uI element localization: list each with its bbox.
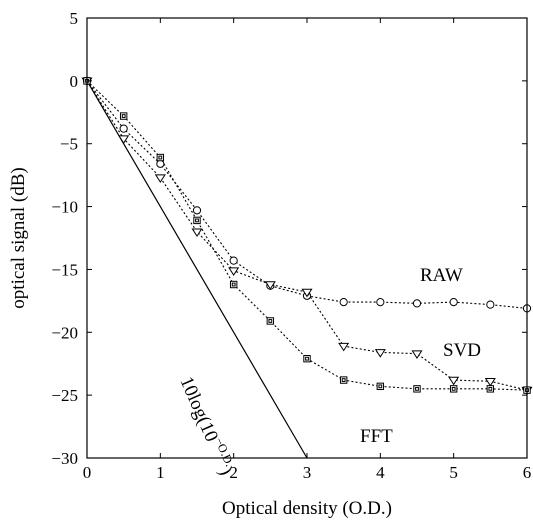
x-tick-label: 1 xyxy=(156,463,165,482)
x-axis-label: Optical density (O.D.) xyxy=(222,498,392,519)
data-point-raw xyxy=(119,124,128,133)
y-tick-label: −10 xyxy=(51,198,78,217)
data-point-raw xyxy=(376,298,385,307)
x-tick-label: 4 xyxy=(376,463,385,482)
data-point-svd xyxy=(411,350,423,359)
data-point-fft-inner xyxy=(378,384,383,389)
data-point-fft-inner xyxy=(158,155,163,160)
series-label-svd: SVD xyxy=(443,340,481,361)
data-point-fft-inner xyxy=(121,114,126,118)
data-point-svd xyxy=(448,376,460,386)
data-point-raw xyxy=(486,300,495,309)
y-tick-label: −15 xyxy=(51,260,78,279)
data-point-fft-inner xyxy=(341,378,346,382)
data-point-fft-inner xyxy=(488,386,493,391)
data-point-svd xyxy=(484,378,496,387)
y-axis-label: optical signal (dB) xyxy=(8,167,29,308)
x-tick-label: 3 xyxy=(303,463,312,482)
data-point-fft-inner xyxy=(305,356,309,361)
reference-label-main: 10log(10 xyxy=(175,374,222,445)
x-tick-label: 0 xyxy=(83,463,92,482)
data-point-svd xyxy=(264,281,276,290)
x-tick-label: 5 xyxy=(449,463,458,482)
data-point-svd xyxy=(118,135,130,144)
y-tick-label: −5 xyxy=(60,135,78,154)
data-point-svd xyxy=(228,267,240,276)
data-point-raw xyxy=(412,299,422,308)
y-tick-label: −25 xyxy=(51,386,78,405)
data-point-fft-inner xyxy=(231,282,236,287)
data-point-fft-inner xyxy=(268,319,273,323)
x-tick-label: 6 xyxy=(523,463,532,482)
data-point-raw xyxy=(339,298,348,307)
series-label-raw: RAW xyxy=(420,265,463,286)
data-point-svd xyxy=(154,174,166,183)
data-point-svd xyxy=(338,342,350,352)
data-point-raw xyxy=(449,298,458,307)
x-tick-label: 2 xyxy=(229,463,238,482)
data-point-fft-inner xyxy=(195,218,199,223)
data-point-fft-inner xyxy=(415,386,419,391)
y-tick-label: 0 xyxy=(70,72,79,91)
data-point-fft-inner xyxy=(451,386,456,391)
data-point-svd xyxy=(191,228,203,238)
y-tick-label: 5 xyxy=(70,9,79,28)
data-point-svd xyxy=(301,288,313,298)
plot-frame xyxy=(86,17,528,459)
y-tick-label: −20 xyxy=(51,323,78,342)
y-tick-label: −30 xyxy=(51,449,78,468)
series-raw xyxy=(82,76,532,313)
series-label-fft: FFT xyxy=(360,426,393,447)
data-point-raw xyxy=(192,206,202,215)
data-point-raw xyxy=(229,256,238,265)
data-point-svd xyxy=(374,349,386,358)
